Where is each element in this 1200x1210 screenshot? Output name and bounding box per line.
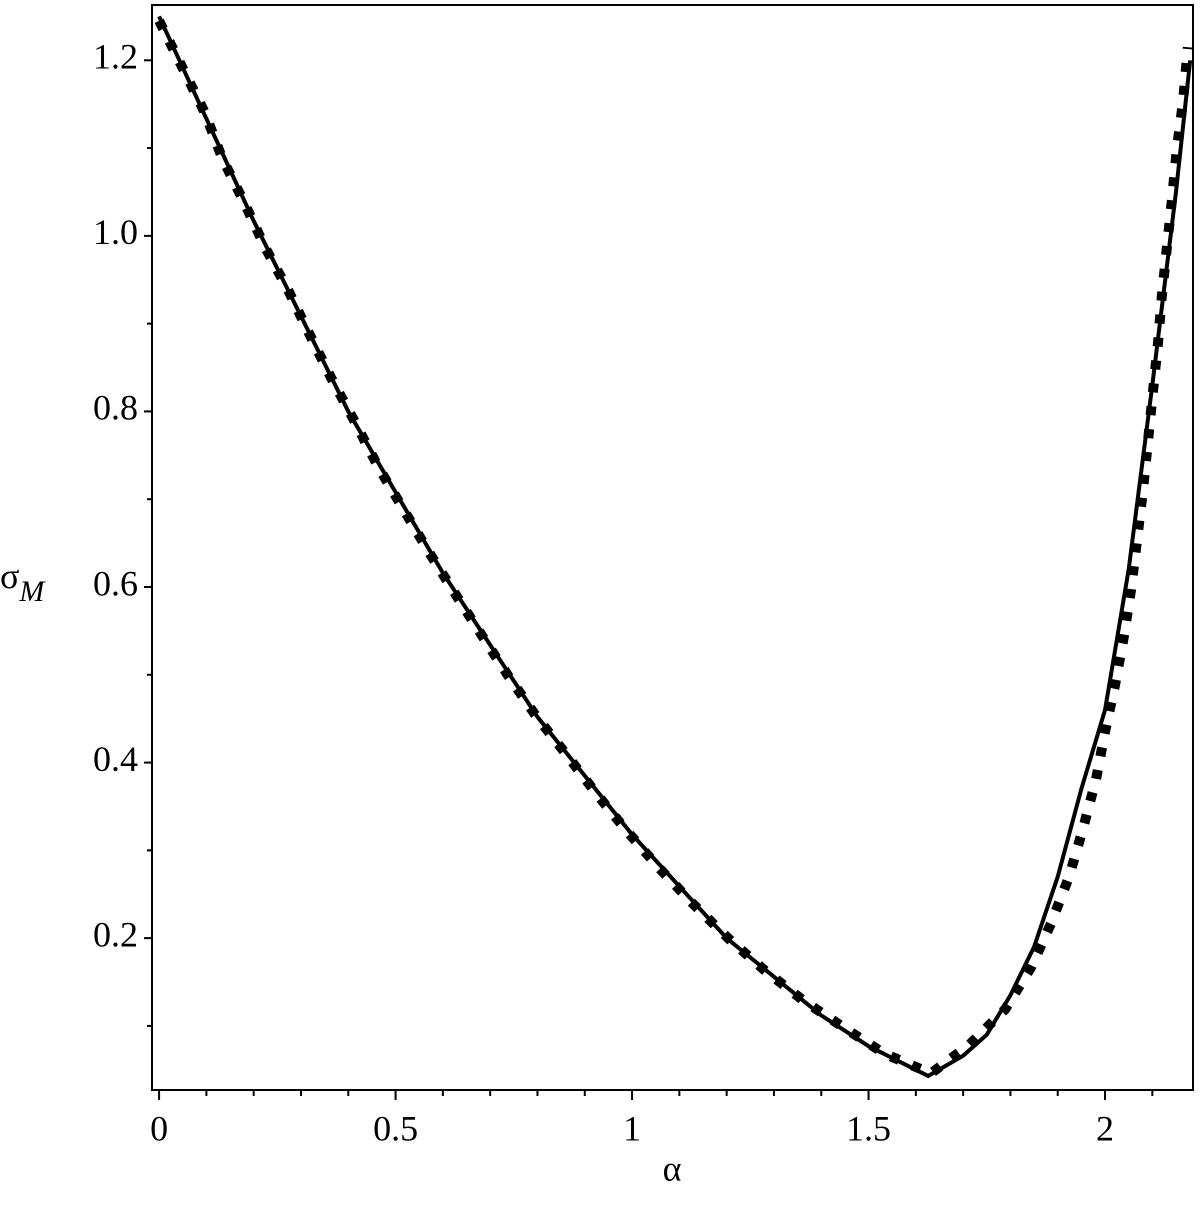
x-tick-label: 2	[1096, 1108, 1114, 1148]
y-axis-symbol: σ	[0, 556, 19, 596]
y-tick-label: 0.6	[93, 563, 138, 603]
x-tick-label: 0.5	[373, 1108, 418, 1148]
solid-line	[157, 15, 1193, 1079]
x-axis-label: α	[663, 1148, 682, 1188]
y-tick-label: 0.8	[93, 388, 138, 428]
y-tick-label: 1.2	[93, 37, 138, 77]
y-tick-label: 1.0	[93, 212, 138, 252]
x-tick-label: 0	[150, 1108, 168, 1148]
y-axis-label: σM	[0, 556, 46, 608]
x-tick-label: 1	[623, 1108, 641, 1148]
plot-frame	[151, 4, 1194, 1091]
y-tick-label: 0.2	[93, 914, 138, 954]
y-tick-label: 0.4	[93, 739, 138, 779]
dotted-line	[154, 18, 1193, 1080]
y-axis-subscript: M	[18, 575, 46, 608]
x-tick-label: 1.5	[846, 1108, 891, 1148]
